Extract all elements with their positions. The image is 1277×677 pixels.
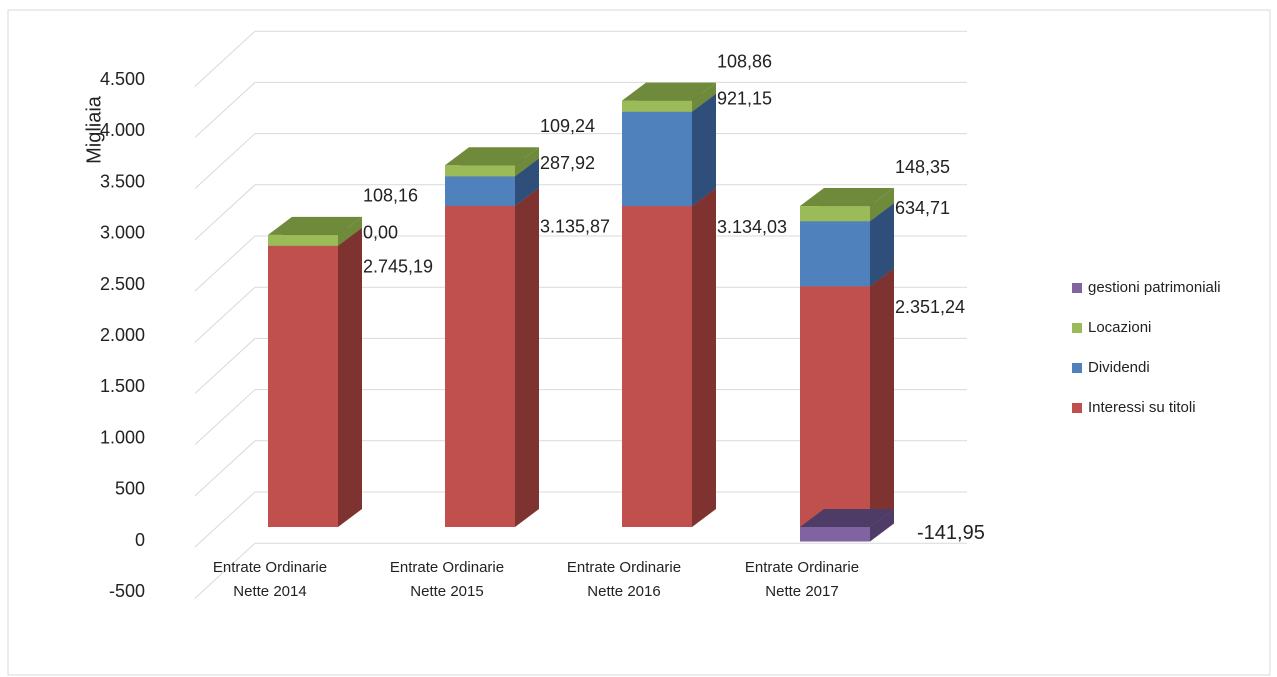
bar-segment — [622, 206, 692, 528]
bar-top — [800, 188, 894, 207]
grid-line — [194, 286, 967, 343]
legend-swatch — [1072, 323, 1082, 333]
chart-border — [7, 9, 1271, 676]
x-tick-label: Entrate Ordinarie Nette 2015 — [390, 559, 504, 600]
bar-side — [870, 268, 894, 527]
x-tick-label: Entrate Ordinarie Nette 2017 — [745, 559, 859, 600]
data-label: 3.135,87 — [540, 217, 610, 237]
y-tick-label: 1.500 — [100, 376, 145, 396]
data-label: 287,92 — [540, 153, 595, 173]
data-label: 3.134,03 — [717, 217, 787, 237]
bar-segment — [800, 527, 870, 542]
bar-side — [692, 93, 716, 207]
data-label: 921,15 — [717, 88, 772, 108]
x-tick-label: Entrate Ordinarie Nette 2014 — [213, 559, 327, 600]
data-label: 2.745,19 — [363, 257, 433, 277]
data-label: 108,16 — [363, 186, 418, 206]
data-label: 109,24 — [540, 116, 595, 136]
data-label: 148,35 — [895, 157, 950, 177]
grid-line — [194, 235, 967, 292]
y-tick-label: 2.500 — [100, 274, 145, 294]
bar-top — [268, 216, 362, 235]
bar-side — [338, 216, 362, 246]
bar-side — [515, 158, 539, 206]
bar-segment — [622, 111, 692, 207]
grid-line — [194, 81, 967, 138]
y-tick-label: 0 — [135, 530, 145, 550]
bar-side — [515, 147, 539, 177]
y-tick-label: 4.000 — [100, 120, 145, 140]
legend-label: Locazioni — [1088, 319, 1151, 336]
bar-side — [338, 227, 362, 527]
bar-side — [692, 188, 716, 528]
legend-label: Dividendi — [1088, 359, 1150, 376]
data-label: 634,71 — [895, 198, 950, 218]
bar-side — [870, 203, 894, 287]
data-label: -141,95 — [917, 522, 985, 544]
grid-line — [194, 542, 967, 599]
bar-segment — [622, 100, 692, 112]
legend-label: Interessi su titoli — [1088, 399, 1196, 416]
bar-segment — [268, 245, 338, 527]
bar-side — [870, 509, 894, 542]
grid-line — [194, 389, 967, 445]
y-tick-label: 3.500 — [100, 171, 145, 191]
grid-line — [194, 133, 967, 189]
bar-side — [515, 187, 539, 528]
x-tick-label: Entrate Ordinarie Nette 2016 — [567, 559, 681, 600]
bar-segment — [445, 205, 515, 528]
bar-side — [692, 82, 716, 112]
legend-label: gestioni patrimoniali — [1088, 279, 1221, 296]
y-tick-label: 1.000 — [100, 427, 145, 447]
y-axis-label: Migliaia — [83, 95, 105, 164]
y-tick-label: 500 — [115, 479, 145, 499]
bar-segment — [800, 206, 870, 222]
data-label: 108,86 — [717, 51, 772, 71]
y-tick-label: 3.000 — [100, 223, 145, 243]
grid-line — [194, 337, 967, 394]
data-label: 2.351,24 — [895, 297, 965, 317]
legend-swatch — [1072, 283, 1082, 293]
bar-segment — [800, 286, 870, 527]
legend-swatch — [1072, 363, 1082, 373]
bar-segment — [445, 176, 515, 206]
bar-segment — [268, 234, 338, 246]
y-tick-label: -500 — [109, 581, 145, 601]
grid-line — [194, 491, 967, 548]
grid-line — [194, 184, 967, 241]
y-tick-label: 2.000 — [100, 325, 145, 345]
bar-top — [800, 509, 894, 527]
y-tick-label: 4.500 — [100, 69, 145, 89]
bar-top — [445, 147, 539, 166]
bar-segment — [445, 165, 515, 177]
bar-side — [870, 188, 894, 222]
grid-line — [194, 440, 967, 497]
data-label: 0,00 — [363, 223, 398, 243]
bar-top — [622, 82, 716, 101]
legend-swatch — [1072, 403, 1082, 413]
grid-line — [194, 30, 967, 87]
bar-segment — [800, 221, 870, 287]
